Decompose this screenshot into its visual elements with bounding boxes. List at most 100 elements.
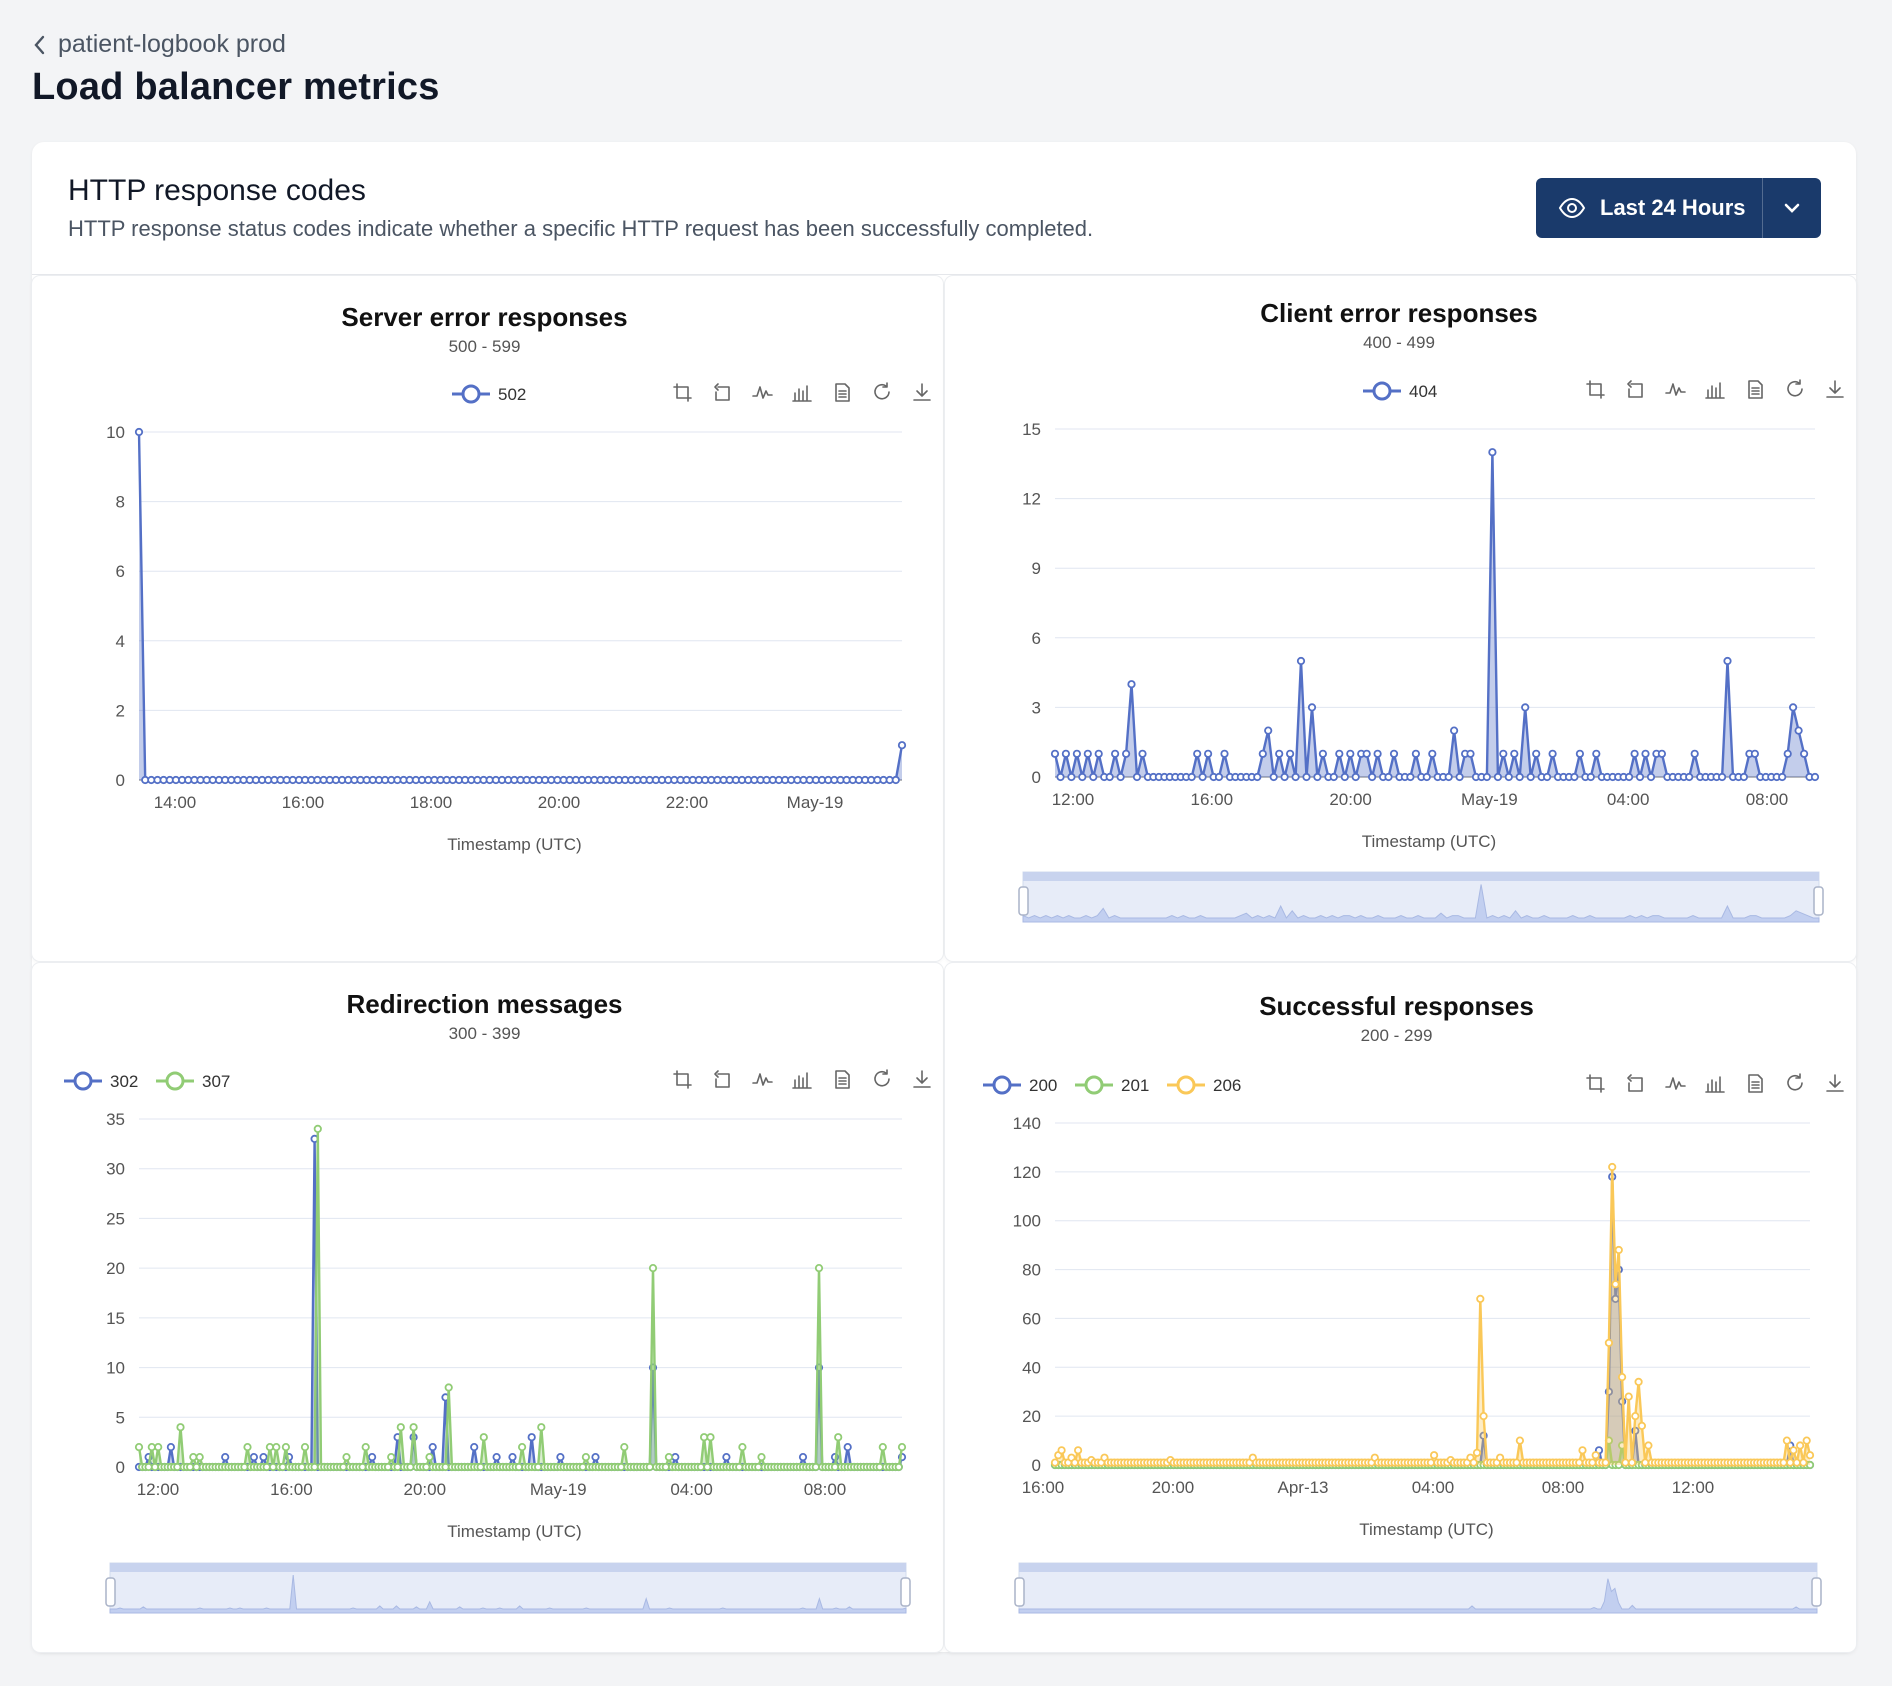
data-point[interactable] [166,1442,175,1452]
zoom-reset-icon[interactable] [710,380,734,404]
data-point[interactable] [1611,1294,1620,1303]
data-point[interactable] [1526,772,1535,782]
data-view-icon[interactable] [1743,377,1767,401]
data-zoom-slider[interactable] [1018,871,1824,923]
data-point[interactable] [1428,749,1437,758]
data-point[interactable] [1444,772,1453,782]
data-point[interactable] [154,1442,163,1452]
bar-chart-icon[interactable] [790,1067,814,1091]
restore-icon[interactable] [870,380,894,404]
data-point[interactable] [393,1462,402,1472]
data-point[interactable] [738,1442,747,1452]
data-point[interactable] [1083,749,1092,758]
zoom-reset-icon[interactable] [710,1067,734,1091]
data-point[interactable] [537,1423,546,1432]
data-point[interactable] [1521,703,1530,712]
restore-icon[interactable] [1783,377,1807,401]
data-point[interactable] [1050,1458,1060,1467]
data-point[interactable] [383,1462,393,1472]
data-point[interactable] [1422,772,1431,782]
data-point[interactable] [265,1442,274,1452]
data-point[interactable] [1750,749,1760,758]
zoom-icon[interactable] [670,380,694,404]
bar-chart-icon[interactable] [1703,1071,1727,1095]
data-point[interactable] [1214,772,1224,782]
data-point[interactable] [147,1442,156,1452]
data-point[interactable] [1570,772,1579,782]
data-point[interactable] [342,1452,351,1462]
data-point[interactable] [1094,749,1103,758]
data-point[interactable] [1318,749,1327,758]
data-point[interactable] [1367,772,1377,782]
data-point[interactable] [313,1124,322,1133]
line-chart-icon[interactable] [750,380,774,404]
data-point[interactable] [1575,749,1585,758]
data-point[interactable] [1578,1446,1587,1455]
data-point[interactable] [387,1452,396,1462]
data-point[interactable] [1795,1441,1805,1450]
line-chart-icon[interactable] [750,1067,774,1091]
data-point[interactable] [1362,749,1371,758]
data-point[interactable] [1690,749,1699,758]
data-point[interactable] [1469,1458,1478,1467]
data-point[interactable] [1548,749,1557,758]
data-point[interactable] [699,1433,709,1442]
data-point[interactable] [811,1462,820,1472]
data-point[interactable] [361,1442,370,1452]
data-point[interactable] [757,1452,766,1462]
data-point[interactable] [1426,1458,1435,1467]
data-point[interactable] [1111,749,1120,758]
data-point[interactable] [1220,749,1229,758]
data-point[interactable] [367,1452,377,1462]
data-point[interactable] [1717,772,1727,782]
data-point[interactable] [1782,1436,1792,1445]
data-view-icon[interactable] [830,1067,854,1091]
data-point[interactable] [878,1442,887,1452]
data-point[interactable] [1810,772,1820,782]
data-point[interactable] [396,1423,405,1432]
data-point[interactable] [514,1462,523,1472]
data-point[interactable] [671,1452,680,1462]
data-point[interactable] [527,1433,536,1442]
data-point[interactable] [1264,726,1273,735]
data-point[interactable] [1258,749,1267,758]
data-point[interactable] [645,1462,654,1472]
data-point[interactable] [556,1452,565,1462]
data-point[interactable] [897,1442,907,1452]
data-point[interactable] [1635,772,1645,782]
data-point[interactable] [1127,680,1136,689]
data-point[interactable] [1057,1446,1066,1455]
data-point[interactable] [648,1263,658,1273]
data-point[interactable] [1592,749,1601,758]
data-point[interactable] [1624,772,1634,782]
time-range-dropdown-toggle[interactable] [1763,178,1821,238]
data-point[interactable] [1070,1458,1079,1467]
data-point[interactable] [1466,749,1475,758]
data-point[interactable] [281,1442,290,1452]
data-point[interactable] [272,1442,281,1452]
zoom-handle-right[interactable] [1811,1577,1822,1607]
data-point[interactable] [1799,1458,1808,1467]
download-icon[interactable] [1823,1071,1847,1095]
data-point[interactable] [843,1442,852,1452]
data-point[interactable] [1685,772,1694,782]
data-point[interactable] [189,1452,198,1462]
data-point[interactable] [1384,772,1393,782]
data-point[interactable] [1637,1421,1647,1430]
data-point[interactable] [1802,1436,1811,1445]
data-point[interactable] [591,1452,600,1462]
data-point[interactable] [1074,1446,1083,1455]
data-point[interactable] [441,1462,450,1472]
data-point[interactable] [1630,749,1639,758]
zoom-reset-icon[interactable] [1623,1071,1647,1095]
data-point[interactable] [259,1452,268,1462]
line-chart-icon[interactable] [1663,1071,1687,1095]
download-icon[interactable] [910,1067,934,1091]
data-point[interactable] [1302,772,1311,782]
zoom-drag-bar[interactable] [110,1563,906,1572]
data-point[interactable] [1253,772,1262,782]
data-point[interactable] [249,1452,258,1462]
data-point[interactable] [1138,749,1147,758]
legend-item-404[interactable]: 404 [1363,381,1437,401]
data-point[interactable] [1644,1441,1653,1450]
